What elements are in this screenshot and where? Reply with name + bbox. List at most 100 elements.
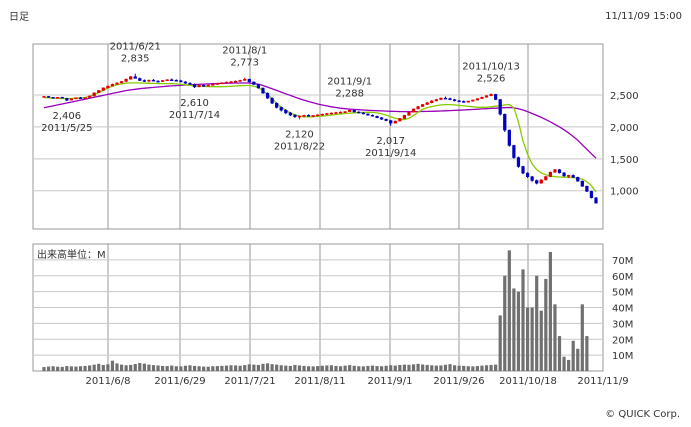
candle-down [507, 129, 511, 146]
volume-bar [494, 364, 498, 371]
candle-down [174, 79, 178, 82]
candle-down [60, 96, 64, 99]
date-tick-label: 2011/7/21 [224, 376, 275, 387]
volume-bar [466, 366, 470, 371]
date-tick-label: 2011/8/11 [294, 376, 345, 387]
candle-down [384, 119, 388, 121]
date-x-axis: 2011/6/8 2011/6/29 2011/7/21 2011/8/11 2011/… [86, 376, 629, 387]
volume-bar [238, 365, 242, 371]
volume-tick-label: 60M [612, 272, 633, 283]
annotation-value: 2,406 [52, 111, 81, 122]
date-tick-label: 2011/6/8 [86, 376, 131, 387]
candle-up [101, 87, 105, 91]
volume-bar [530, 307, 534, 371]
volume-bar [129, 364, 133, 371]
candle-up [430, 100, 434, 103]
candle-up [74, 97, 78, 100]
candle-down [192, 83, 197, 88]
candle-down [594, 197, 598, 204]
candle-down [156, 80, 160, 83]
candle-up [439, 97, 443, 100]
candle-up [147, 79, 151, 82]
candle-up [197, 85, 201, 88]
volume-bar [320, 365, 324, 371]
candle-up [338, 111, 343, 114]
candle-up [224, 81, 229, 84]
candle-down [370, 114, 375, 117]
candle-down [202, 85, 206, 87]
candle-down [133, 76, 137, 79]
volume-bar [161, 365, 165, 371]
volume-bar [170, 365, 174, 371]
candle-up [348, 109, 352, 112]
candle-up [215, 83, 219, 85]
candle-down [525, 172, 530, 177]
candle-up [69, 98, 73, 101]
annotation-date: 2011/10/13 [462, 61, 520, 72]
date-tick-label: 2011/10/18 [499, 376, 557, 387]
candle-down [512, 145, 516, 158]
ma-long-line [43, 82, 597, 159]
price-y-axis: 2,500 2,000 1,500 1,000 [610, 91, 639, 198]
candle-down [275, 102, 279, 108]
volume-bar [338, 366, 343, 371]
volume-bar [138, 363, 142, 371]
volume-bar [65, 366, 69, 371]
candle-up [42, 96, 46, 98]
volume-bar [489, 364, 493, 371]
candle-down [379, 117, 384, 120]
volume-bar [516, 291, 521, 371]
volume-tick-label: 50M [612, 288, 633, 299]
volume-bar [398, 364, 402, 371]
volume-bar [421, 364, 425, 371]
volume-bar [211, 366, 215, 371]
volume-bar [503, 275, 507, 371]
volume-bar [512, 288, 516, 371]
candle-up [83, 97, 87, 99]
candle-up [129, 76, 133, 80]
volume-bar [571, 340, 575, 371]
candle-down [352, 109, 356, 113]
candle-up [92, 92, 96, 97]
annotation-value: 2,835 [121, 54, 150, 65]
volume-bar [325, 365, 329, 371]
candle-up [425, 102, 429, 105]
volume-bar [252, 364, 256, 371]
candle-up [97, 90, 101, 93]
candle-down [389, 120, 393, 124]
candle-up [329, 112, 334, 115]
volume-bar [165, 366, 169, 371]
price-tick-label: 1,500 [610, 155, 639, 166]
date-tick-label: 2011/9/26 [433, 376, 484, 387]
candle-down [78, 97, 83, 99]
candle-up [320, 113, 324, 116]
volume-bar [279, 365, 283, 371]
candle-up [393, 120, 397, 124]
annotation-date: 2011/8/22 [274, 141, 325, 152]
volume-bar [206, 366, 210, 371]
volume-bar [46, 366, 51, 371]
volume-y-axis: 10M 20M 30M 40M 50M 60M 70M [612, 256, 633, 362]
volume-bar [580, 304, 584, 371]
volume-bar [51, 366, 55, 371]
annotation-date: 2011/5/25 [41, 123, 92, 134]
volume-bar [74, 366, 78, 371]
candle-down [443, 97, 448, 100]
date-tick-label: 2011/6/29 [154, 376, 205, 387]
annotation-value: 2,017 [376, 136, 405, 147]
volume-bar [507, 250, 511, 371]
candle-down [448, 98, 452, 100]
volume-bar [124, 365, 128, 371]
candle-down [142, 80, 146, 82]
candle-down [571, 175, 575, 178]
candle-up [480, 96, 484, 99]
volume-bar [525, 307, 530, 371]
candle-down [585, 186, 589, 192]
volume-bar [288, 365, 292, 371]
volume-bar [521, 269, 525, 371]
volume-bar [448, 364, 452, 371]
candle-down [366, 113, 370, 116]
candle-up [434, 99, 438, 102]
